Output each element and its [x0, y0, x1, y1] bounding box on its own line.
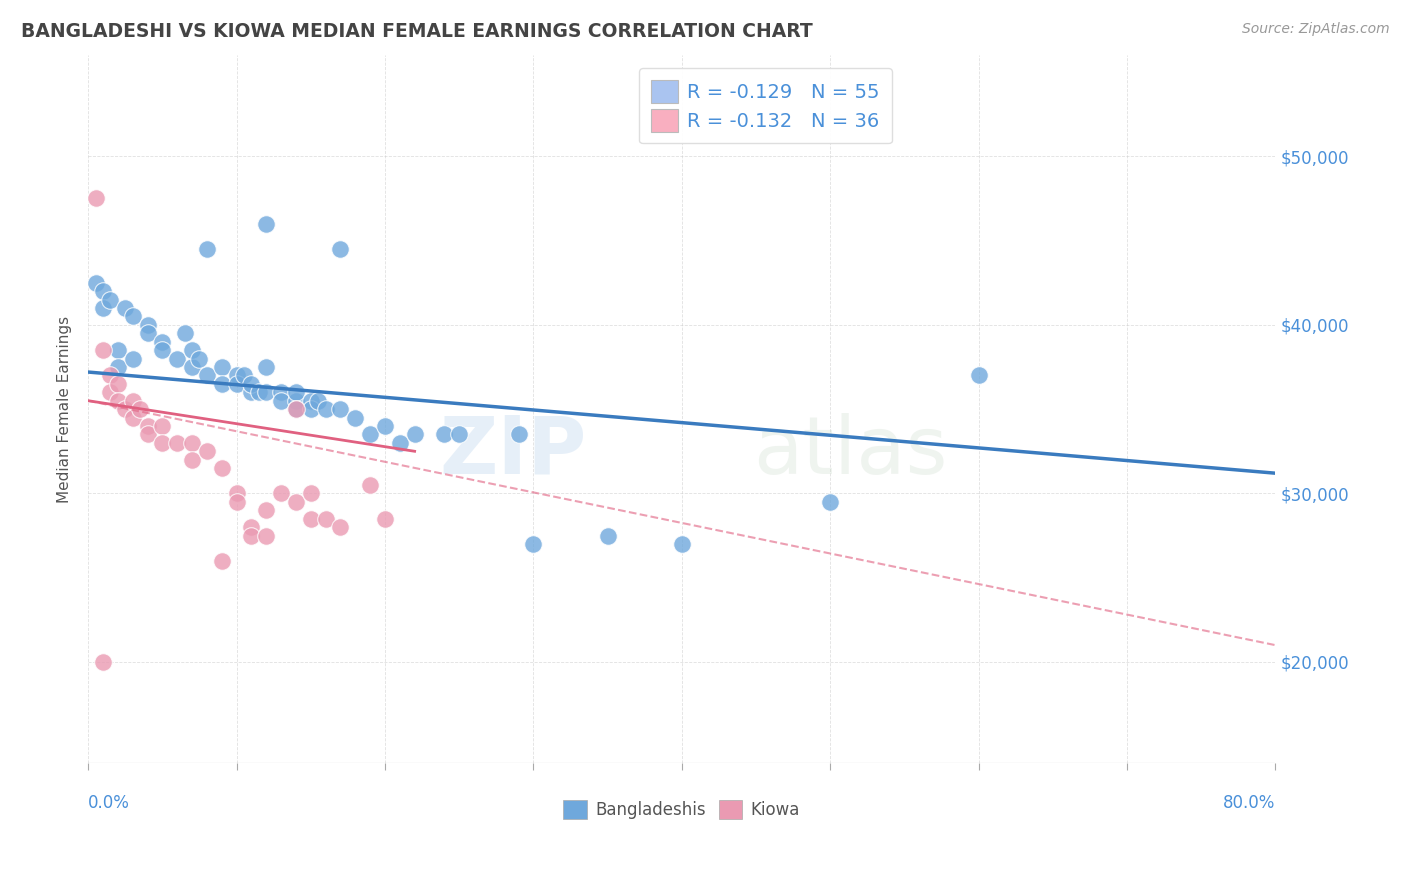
Point: [240, 376, 263, 391]
Point: [91, 301, 114, 315]
Point: [596, 528, 619, 542]
Point: [195, 368, 218, 383]
Point: [91, 284, 114, 298]
Point: [121, 393, 143, 408]
Point: [374, 512, 396, 526]
Point: [84, 276, 107, 290]
Point: [433, 427, 456, 442]
Point: [225, 486, 247, 500]
Point: [240, 520, 263, 534]
Point: [107, 393, 129, 408]
Point: [225, 368, 247, 383]
Point: [150, 419, 173, 434]
Point: [114, 402, 136, 417]
Point: [121, 351, 143, 366]
Point: [107, 376, 129, 391]
Point: [284, 385, 307, 400]
Point: [233, 368, 256, 383]
Point: [315, 402, 337, 417]
Legend: Bangladeshis, Kiowa: Bangladeshis, Kiowa: [557, 793, 807, 826]
Point: [329, 402, 352, 417]
Point: [254, 217, 277, 231]
Point: [284, 393, 307, 408]
Point: [299, 402, 322, 417]
Text: ZIP: ZIP: [440, 413, 586, 491]
Point: [91, 655, 114, 669]
Point: [359, 478, 381, 492]
Point: [284, 402, 307, 417]
Point: [522, 537, 544, 551]
Point: [136, 419, 159, 434]
Y-axis label: Median Female Earnings: Median Female Earnings: [58, 316, 72, 503]
Point: [254, 385, 277, 400]
Point: [449, 427, 471, 442]
Point: [181, 343, 204, 358]
Point: [150, 334, 173, 349]
Point: [114, 301, 136, 315]
Point: [150, 435, 173, 450]
Point: [211, 376, 233, 391]
Point: [284, 495, 307, 509]
Point: [307, 393, 329, 408]
Point: [225, 376, 247, 391]
Point: [195, 242, 218, 256]
Point: [166, 435, 188, 450]
Point: [181, 359, 204, 374]
Point: [181, 452, 204, 467]
Point: [388, 435, 411, 450]
Text: atlas: atlas: [754, 413, 948, 491]
Point: [299, 393, 322, 408]
Point: [100, 385, 122, 400]
Point: [329, 242, 352, 256]
Point: [299, 512, 322, 526]
Text: 0.0%: 0.0%: [89, 794, 129, 812]
Point: [329, 520, 352, 534]
Point: [240, 385, 263, 400]
Point: [284, 402, 307, 417]
Point: [121, 410, 143, 425]
Point: [967, 368, 990, 383]
Point: [136, 326, 159, 341]
Point: [188, 351, 211, 366]
Point: [359, 427, 381, 442]
Point: [671, 537, 693, 551]
Point: [173, 326, 195, 341]
Point: [100, 368, 122, 383]
Point: [211, 554, 233, 568]
Point: [404, 427, 426, 442]
Point: [225, 495, 247, 509]
Point: [91, 343, 114, 358]
Point: [270, 393, 292, 408]
Point: [211, 359, 233, 374]
Point: [818, 495, 841, 509]
Point: [121, 310, 143, 324]
Point: [150, 343, 173, 358]
Point: [315, 512, 337, 526]
Point: [181, 435, 204, 450]
Point: [107, 359, 129, 374]
Point: [211, 461, 233, 475]
Point: [344, 410, 367, 425]
Point: [240, 528, 263, 542]
Text: BANGLADESHI VS KIOWA MEDIAN FEMALE EARNINGS CORRELATION CHART: BANGLADESHI VS KIOWA MEDIAN FEMALE EARNI…: [21, 22, 813, 41]
Point: [136, 427, 159, 442]
Point: [166, 351, 188, 366]
Point: [84, 191, 107, 205]
Text: 80.0%: 80.0%: [1223, 794, 1275, 812]
Point: [254, 528, 277, 542]
Point: [107, 343, 129, 358]
Point: [299, 486, 322, 500]
Point: [195, 444, 218, 458]
Point: [508, 427, 530, 442]
Point: [254, 503, 277, 517]
Point: [100, 293, 122, 307]
Point: [247, 385, 270, 400]
Point: [374, 419, 396, 434]
Point: [270, 385, 292, 400]
Point: [270, 486, 292, 500]
Point: [136, 318, 159, 332]
Point: [129, 402, 152, 417]
Text: Source: ZipAtlas.com: Source: ZipAtlas.com: [1241, 22, 1389, 37]
Point: [254, 359, 277, 374]
